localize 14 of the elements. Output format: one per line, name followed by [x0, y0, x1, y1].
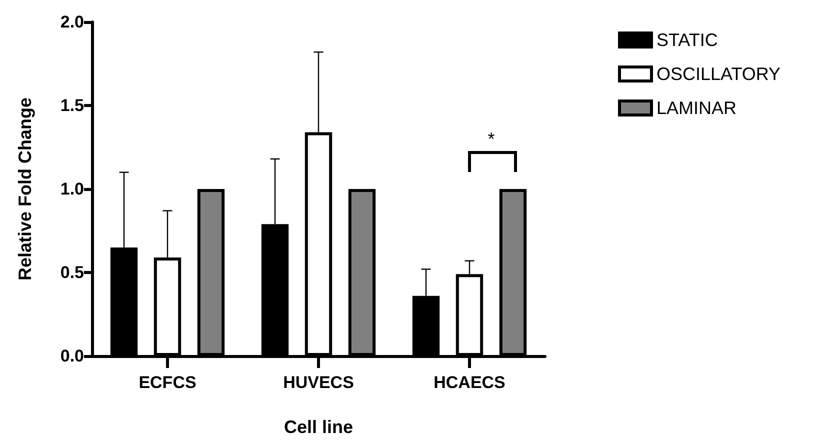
y-tick-label: 1.0 [60, 180, 84, 198]
y-tick-label: 0.5 [60, 263, 84, 282]
x-tick-label: HUVECS [283, 373, 354, 392]
x-tick-label: HCAECS [434, 373, 506, 392]
y-tick-label: 0.0 [60, 346, 84, 366]
x-axis-title: Cell line [284, 417, 354, 437]
y-axis-title: Relative Fold Change [15, 97, 35, 281]
legend-label: OSCILLATORY [656, 64, 781, 84]
annotation: * [486, 129, 496, 149]
legend-label: STATIC [656, 30, 718, 50]
x-tick-label: ECFCS [138, 373, 196, 392]
y-tick-label: 1.5 [60, 96, 84, 115]
y-tick-label: 2.0 [60, 12, 84, 32]
legend-label: LAMINAR [656, 98, 737, 118]
